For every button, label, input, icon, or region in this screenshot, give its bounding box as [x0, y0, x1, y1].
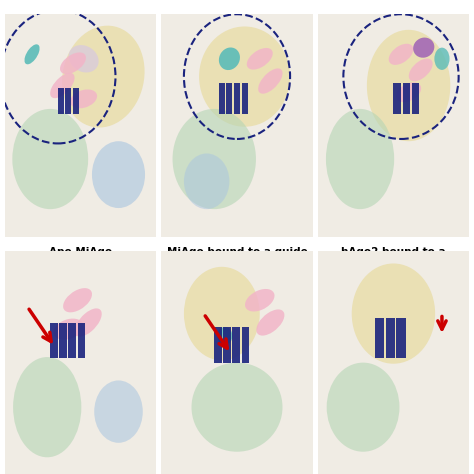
Ellipse shape: [74, 309, 102, 337]
Bar: [219, 83, 225, 115]
Bar: [402, 83, 410, 115]
Bar: [234, 83, 240, 115]
Bar: [214, 327, 222, 363]
Ellipse shape: [413, 37, 434, 58]
Bar: [50, 322, 58, 358]
Ellipse shape: [92, 141, 145, 208]
Bar: [242, 327, 249, 363]
Bar: [59, 322, 67, 358]
Ellipse shape: [63, 288, 92, 312]
Text: Apo MjAgo: Apo MjAgo: [49, 247, 112, 257]
Ellipse shape: [12, 109, 88, 209]
Text: MjAgo bound to a guide
strand: MjAgo bound to a guide strand: [167, 247, 307, 269]
Bar: [223, 327, 231, 363]
Bar: [58, 88, 64, 115]
Ellipse shape: [173, 109, 256, 209]
Ellipse shape: [94, 381, 143, 443]
Ellipse shape: [367, 30, 450, 141]
Text: hAgo2 bound to a
a target strand: hAgo2 bound to a a target strand: [341, 247, 446, 269]
Ellipse shape: [247, 48, 273, 70]
Ellipse shape: [62, 26, 145, 128]
Ellipse shape: [60, 53, 86, 74]
Ellipse shape: [184, 267, 260, 360]
Bar: [227, 83, 232, 115]
Ellipse shape: [434, 48, 449, 70]
Ellipse shape: [219, 47, 240, 70]
Ellipse shape: [69, 45, 99, 73]
Ellipse shape: [327, 363, 400, 452]
Bar: [68, 322, 76, 358]
Ellipse shape: [389, 44, 413, 65]
Bar: [375, 318, 384, 358]
Bar: [386, 318, 395, 358]
Bar: [73, 88, 79, 115]
Ellipse shape: [217, 327, 232, 345]
Bar: [232, 327, 240, 363]
Ellipse shape: [54, 319, 83, 340]
Bar: [78, 322, 85, 358]
Bar: [242, 83, 247, 115]
Bar: [396, 318, 406, 358]
Ellipse shape: [326, 109, 394, 209]
Bar: [411, 83, 419, 115]
Ellipse shape: [70, 90, 97, 109]
Ellipse shape: [258, 68, 283, 94]
Ellipse shape: [409, 59, 433, 81]
Ellipse shape: [199, 27, 290, 127]
Bar: [393, 83, 401, 115]
Ellipse shape: [352, 264, 435, 364]
Ellipse shape: [13, 357, 82, 457]
Ellipse shape: [191, 363, 283, 452]
Ellipse shape: [50, 73, 74, 98]
Ellipse shape: [396, 82, 421, 102]
Ellipse shape: [245, 289, 274, 311]
Ellipse shape: [184, 154, 229, 209]
Ellipse shape: [256, 310, 284, 336]
Bar: [65, 88, 72, 115]
Ellipse shape: [25, 44, 40, 64]
